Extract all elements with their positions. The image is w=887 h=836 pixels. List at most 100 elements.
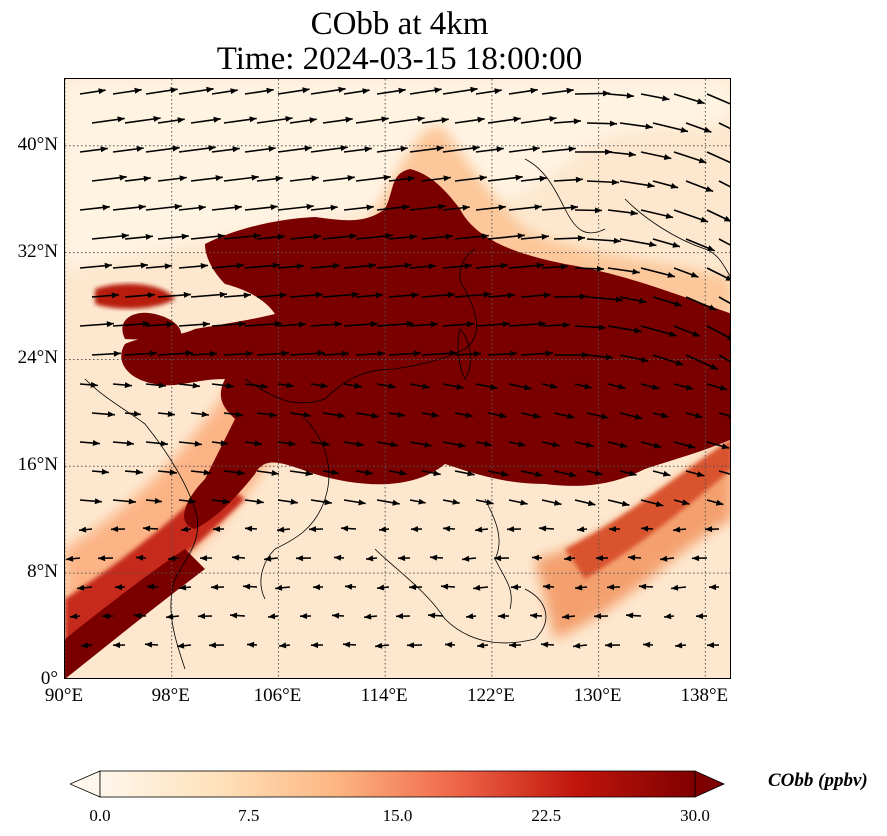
wind-arrow-head	[334, 321, 342, 328]
wind-arrow-head	[690, 271, 699, 278]
wind-arrow-head	[300, 613, 308, 620]
wind-arrow-head	[237, 469, 245, 476]
wind-arrow-head	[579, 293, 587, 300]
wind-arrow-head	[417, 116, 425, 122]
colorbar-extend-min	[68, 770, 101, 798]
wind-arrow-head	[343, 641, 351, 648]
wind-arrow-head	[279, 642, 287, 649]
wind-arrow-head	[181, 233, 189, 240]
wind-arrow-head	[332, 612, 340, 619]
wind-arrow-head	[498, 204, 506, 211]
wind-arrow-head	[615, 296, 623, 303]
wind-arrow-head	[509, 642, 517, 649]
wind-arrow-head	[219, 291, 227, 298]
wind-arrow-head	[128, 498, 136, 505]
wind-arrow-head	[198, 204, 206, 211]
wind-arrow-head	[101, 468, 109, 475]
wind-arrow-head	[188, 498, 196, 505]
wind-arrow-head	[143, 175, 151, 182]
wind-arrow-head	[274, 320, 282, 327]
wind-arrow-head	[98, 555, 106, 562]
wind-arrow-head	[570, 204, 578, 211]
lat-tick-label: 40°N	[17, 133, 58, 155]
wind-arrow-head	[154, 497, 162, 504]
wind-arrow-head	[562, 613, 570, 620]
wind-arrow-head	[673, 526, 681, 533]
wind-arrow-head	[640, 356, 649, 363]
wind-arrow-shaft	[718, 412, 730, 417]
wind-arrow-head	[113, 642, 121, 649]
wind-arrow-head	[598, 324, 606, 331]
wind-arrow-head	[149, 350, 157, 357]
wind-arrow-head	[145, 641, 153, 648]
wind-arrow-head	[613, 237, 621, 244]
wind-arrow-head	[715, 499, 724, 506]
wind-arrow-head	[192, 382, 200, 389]
wind-arrow-head	[169, 469, 177, 476]
wind-arrow-head	[438, 203, 446, 210]
wind-arrow-head	[317, 350, 325, 357]
wind-arrow-head	[143, 525, 151, 532]
wind-arrow-head	[653, 442, 662, 449]
wind-arrow-head	[596, 555, 604, 562]
wind-arrow-head	[134, 87, 142, 94]
wind-arrow-head	[424, 441, 432, 448]
colorbar-tick-label: 0.0	[89, 806, 111, 825]
wind-arrow-head	[271, 470, 279, 476]
wind-arrow-head	[345, 583, 353, 590]
wind-arrow-head	[337, 412, 345, 419]
wind-arrow-head	[479, 175, 487, 181]
wind-arrow-head	[605, 354, 613, 360]
lat-tick-label: 24°N	[17, 347, 58, 369]
wind-arrow-head	[605, 642, 613, 649]
wind-arrow-head	[595, 470, 603, 476]
wind-arrow-head	[697, 98, 705, 105]
wind-arrow-head	[467, 470, 475, 477]
wind-arrow-head	[609, 526, 617, 533]
wind-arrow-head	[138, 204, 146, 211]
wind-arrow-head	[375, 292, 383, 299]
wind-arrow-head	[331, 469, 339, 476]
wind-arrow-head	[211, 584, 219, 591]
wind-arrow-head	[626, 92, 634, 99]
wind-arrow-head	[275, 175, 283, 182]
wind-arrow-head	[502, 321, 510, 328]
wind-arrow-head	[698, 157, 707, 164]
wind-arrow-head	[596, 265, 604, 272]
wind-arrow-head	[632, 268, 640, 275]
wind-arrow-head	[634, 413, 643, 420]
wind-arrow-head	[281, 350, 289, 357]
wind-arrow-head	[388, 383, 396, 389]
wind-arrow-head	[621, 500, 630, 507]
wind-arrow-head	[443, 175, 451, 182]
lat-tick-label: 0°	[40, 668, 58, 689]
wind-arrow-head	[436, 145, 444, 152]
wind-arrow-head	[550, 383, 558, 389]
wind-arrow-head	[723, 215, 730, 222]
wind-arrow-head	[147, 292, 155, 299]
wind-arrow-head	[356, 441, 364, 447]
wind-arrow-head	[681, 499, 690, 506]
wind-arrow-head	[275, 584, 283, 591]
wind-arrow-head	[251, 174, 259, 181]
wind-arrow-head	[303, 412, 311, 418]
wind-arrow-head	[477, 116, 485, 123]
wind-arrow-head	[594, 613, 602, 620]
wind-arrow-head	[124, 382, 132, 389]
wind-arrow-shaft	[718, 180, 730, 188]
wind-arrow-head	[232, 146, 240, 153]
wind-arrow-head	[710, 363, 718, 370]
wind-arrow-head	[494, 555, 502, 562]
wind-arrow-head	[341, 350, 349, 357]
wind-arrow-head	[511, 584, 519, 591]
wind-arrow-head	[705, 186, 714, 192]
wind-arrow-head	[639, 297, 647, 304]
wind-arrow-head	[302, 87, 310, 94]
wind-arrow-head	[133, 410, 141, 417]
wind-arrow-head	[209, 642, 217, 649]
wind-arrow-head	[665, 213, 674, 219]
wind-arrow-head	[520, 499, 528, 506]
wind-arrow-head	[486, 499, 494, 506]
lon-tick-label: 114°E	[360, 685, 408, 706]
wind-arrow-head	[366, 555, 374, 562]
